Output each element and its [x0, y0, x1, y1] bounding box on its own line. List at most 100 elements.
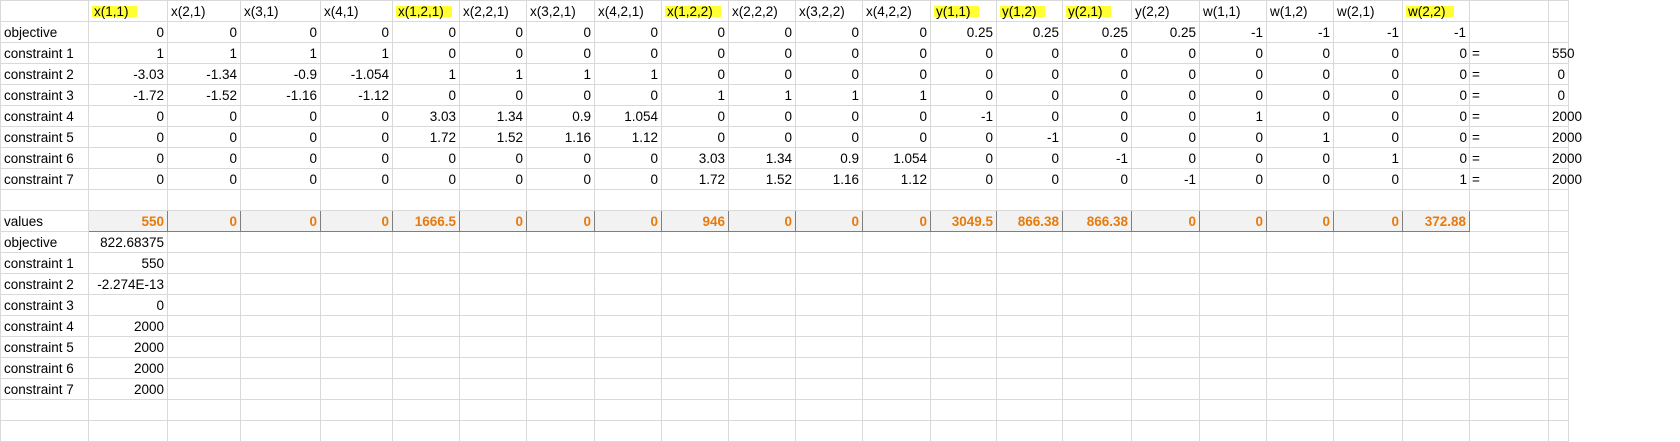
coefficient-cell[interactable]: 0: [320, 105, 393, 127]
relation-cell[interactable]: =: [1469, 84, 1549, 106]
decision-value-cell[interactable]: 0: [1131, 210, 1200, 232]
coefficient-cell[interactable]: 1: [1266, 126, 1334, 148]
coefficient-cell[interactable]: 0: [167, 105, 241, 127]
empty-cell[interactable]: [1333, 420, 1403, 442]
empty-cell[interactable]: [320, 231, 393, 253]
coefficient-cell[interactable]: 0: [1062, 42, 1132, 64]
empty-cell[interactable]: [1402, 231, 1470, 253]
coefficient-cell[interactable]: 0: [88, 105, 168, 127]
empty-cell[interactable]: [320, 315, 393, 337]
empty-cell[interactable]: [1402, 357, 1470, 379]
empty-cell[interactable]: [320, 336, 393, 358]
coefficient-cell[interactable]: 0: [1199, 84, 1267, 106]
empty-cell[interactable]: [1266, 336, 1334, 358]
row-label-cell[interactable]: constraint 3: [0, 84, 89, 106]
column-header-cell[interactable]: x(4,1): [320, 0, 393, 22]
empty-cell[interactable]: [1402, 420, 1470, 442]
empty-cell[interactable]: [1062, 315, 1132, 337]
row-label-cell[interactable]: constraint 1: [0, 42, 89, 64]
empty-cell[interactable]: [1402, 252, 1470, 274]
empty-cell[interactable]: [240, 189, 321, 211]
empty-cell[interactable]: [1402, 399, 1470, 421]
empty-cell[interactable]: [661, 231, 729, 253]
column-header-cell[interactable]: w(2,1): [1333, 0, 1403, 22]
empty-cell[interactable]: [167, 273, 241, 295]
coefficient-cell[interactable]: 0: [392, 21, 460, 43]
empty-cell[interactable]: [795, 420, 863, 442]
result-label-cell[interactable]: constraint 1: [0, 252, 89, 274]
coefficient-cell[interactable]: -1: [996, 126, 1063, 148]
empty-cell[interactable]: [1062, 231, 1132, 253]
coefficient-cell[interactable]: 0: [1333, 63, 1403, 85]
coefficient-cell[interactable]: 0: [661, 42, 729, 64]
coefficient-cell[interactable]: 1: [594, 63, 662, 85]
empty-cell[interactable]: [1266, 189, 1334, 211]
empty-cell[interactable]: [1469, 294, 1549, 316]
empty-cell[interactable]: [1548, 357, 1569, 379]
empty-cell[interactable]: [167, 336, 241, 358]
empty-cell[interactable]: [661, 378, 729, 400]
coefficient-cell[interactable]: -1.52: [167, 84, 241, 106]
coefficient-cell[interactable]: 0: [88, 21, 168, 43]
empty-cell[interactable]: [526, 273, 595, 295]
empty-cell[interactable]: [930, 399, 997, 421]
coefficient-cell[interactable]: 1: [392, 63, 460, 85]
empty-cell[interactable]: [1062, 378, 1132, 400]
decision-value-cell[interactable]: 866.38: [1062, 210, 1132, 232]
empty-cell[interactable]: [459, 273, 527, 295]
coefficient-cell[interactable]: 1.16: [526, 126, 595, 148]
empty-cell[interactable]: [526, 357, 595, 379]
coefficient-cell[interactable]: 0: [167, 147, 241, 169]
coefficient-cell[interactable]: 0: [795, 63, 863, 85]
empty-cell[interactable]: [930, 357, 997, 379]
empty-cell[interactable]: [1469, 189, 1549, 211]
coefficient-cell[interactable]: 0: [795, 126, 863, 148]
empty-cell[interactable]: [1469, 252, 1549, 274]
empty-cell[interactable]: [320, 420, 393, 442]
empty-cell[interactable]: [459, 189, 527, 211]
coefficient-cell[interactable]: 0: [930, 168, 997, 190]
empty-cell[interactable]: [1199, 231, 1267, 253]
empty-cell[interactable]: [526, 252, 595, 274]
coefficient-cell[interactable]: 0: [167, 168, 241, 190]
column-header-cell[interactable]: x(3,2,1): [526, 0, 595, 22]
result-value-cell[interactable]: 550: [88, 252, 168, 274]
column-header-cell[interactable]: x(3,2,2): [795, 0, 863, 22]
coefficient-cell[interactable]: 1: [795, 84, 863, 106]
coefficient-cell[interactable]: 0: [728, 63, 796, 85]
coefficient-cell[interactable]: -1: [1402, 21, 1470, 43]
decision-value-cell[interactable]: 0: [459, 210, 527, 232]
coefficient-cell[interactable]: 0: [996, 168, 1063, 190]
column-header-cell[interactable]: y(2,1): [1062, 0, 1132, 22]
empty-cell[interactable]: [1062, 336, 1132, 358]
decision-value-cell[interactable]: 0: [1333, 210, 1403, 232]
empty-cell[interactable]: [930, 294, 997, 316]
coefficient-cell[interactable]: -1: [1131, 168, 1200, 190]
empty-cell[interactable]: [1062, 420, 1132, 442]
coefficient-cell[interactable]: 0: [1199, 126, 1267, 148]
empty-cell[interactable]: [728, 399, 796, 421]
empty-cell[interactable]: [1333, 231, 1403, 253]
coefficient-cell[interactable]: 0: [1402, 126, 1470, 148]
coefficient-cell[interactable]: 0: [594, 21, 662, 43]
coefficient-cell[interactable]: 0: [661, 63, 729, 85]
result-value-cell[interactable]: 2000: [88, 357, 168, 379]
decision-value-cell[interactable]: 0: [862, 210, 931, 232]
empty-cell[interactable]: [930, 252, 997, 274]
coefficient-cell[interactable]: 0: [594, 42, 662, 64]
relation-cell[interactable]: [1469, 21, 1549, 43]
empty-cell[interactable]: [167, 315, 241, 337]
empty-cell[interactable]: [167, 252, 241, 274]
row-label-cell[interactable]: constraint 5: [0, 126, 89, 148]
coefficient-cell[interactable]: 0: [1131, 147, 1200, 169]
empty-cell[interactable]: [240, 273, 321, 295]
coefficient-cell[interactable]: -1.34: [167, 63, 241, 85]
empty-cell[interactable]: [1548, 231, 1569, 253]
result-label-cell[interactable]: objective: [0, 231, 89, 253]
coefficient-cell[interactable]: 0.25: [930, 21, 997, 43]
coefficient-cell[interactable]: 0: [996, 84, 1063, 106]
empty-cell[interactable]: [1266, 399, 1334, 421]
empty-cell[interactable]: [1548, 210, 1569, 232]
empty-cell[interactable]: [1266, 294, 1334, 316]
column-header-cell[interactable]: w(1,1): [1199, 0, 1267, 22]
